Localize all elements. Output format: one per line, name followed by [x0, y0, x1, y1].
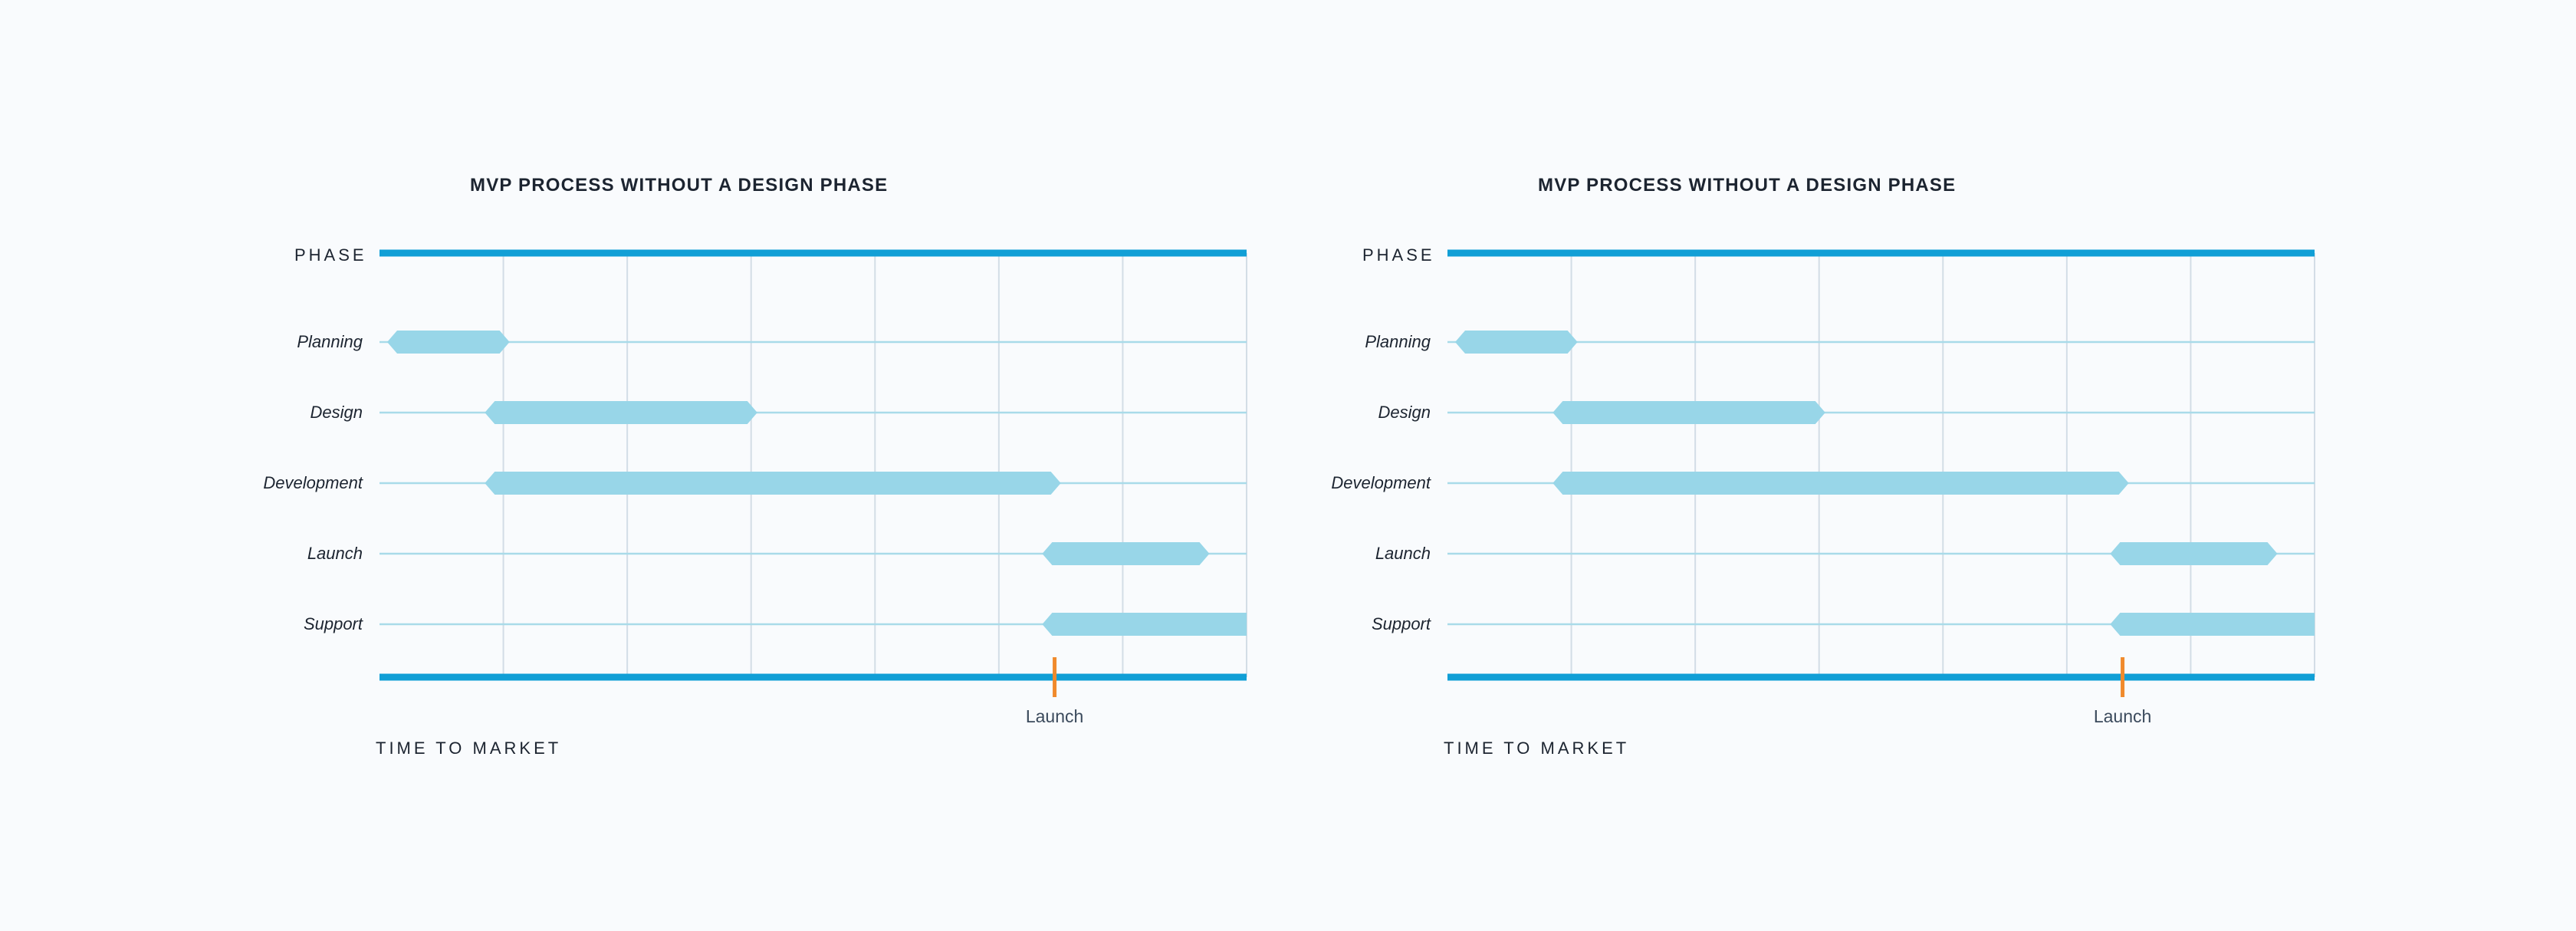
y-axis-label: PHASE: [294, 245, 367, 265]
row-label-development: Development: [263, 473, 363, 492]
gantt-plot: [1447, 249, 2315, 697]
launch-marker-label: Launch: [2093, 706, 2152, 726]
phase-bar-development: [485, 472, 1061, 495]
phase-bar-planning: [1455, 331, 1578, 354]
phase-bar-launch: [2110, 542, 2278, 565]
row-label-support: Support: [303, 614, 363, 633]
x-axis-label: TIME TO MARKET: [1444, 739, 1630, 758]
row-label-development: Development: [1331, 473, 1431, 492]
row-label-design: Design: [1378, 403, 1431, 422]
launch-marker-label: Launch: [1025, 706, 1084, 726]
phase-bar-planning: [387, 331, 510, 354]
row-label-design: Design: [310, 403, 363, 422]
chart-title: MVP PROCESS WITHOUT A DESIGN PHASE: [1538, 175, 1957, 196]
row-label-launch: Launch: [1375, 544, 1431, 563]
gantt-plot: [380, 249, 1247, 697]
phase-bar-launch: [1042, 542, 1210, 565]
phase-bar-design: [1552, 401, 1825, 424]
y-axis-label: PHASE: [1362, 245, 1435, 265]
x-axis-label: TIME TO MARKET: [376, 739, 562, 758]
phase-bar-support: [2110, 613, 2315, 636]
phase-bar-design: [485, 401, 757, 424]
row-label-support: Support: [1371, 614, 1431, 633]
phase-bar-support: [1042, 613, 1247, 636]
row-label-planning: Planning: [297, 332, 363, 351]
row-label-launch: Launch: [307, 544, 363, 563]
phase-bar-development: [1552, 472, 2129, 495]
gantt-chart-left: MVP PROCESS WITHOUT A DESIGN PHASE PHASE…: [230, 0, 1303, 931]
chart-title: MVP PROCESS WITHOUT A DESIGN PHASE: [470, 175, 889, 196]
row-label-planning: Planning: [1365, 332, 1431, 351]
gantt-chart-right: MVP PROCESS WITHOUT A DESIGN PHASE PHASE…: [1298, 0, 2371, 931]
